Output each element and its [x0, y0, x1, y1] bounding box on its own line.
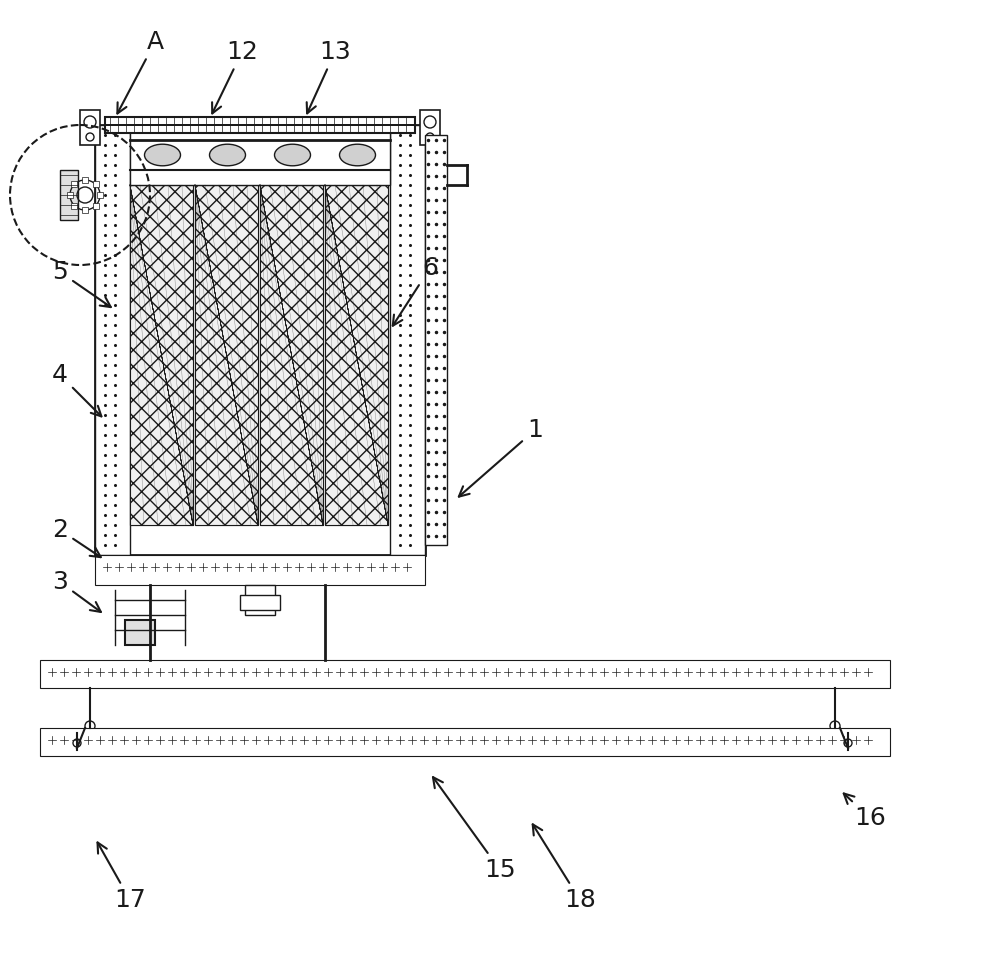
Bar [390, 125, 425, 555]
Bar [97, 192, 103, 198]
Text: 16: 16 [844, 793, 886, 830]
Bar [67, 192, 73, 198]
Bar [130, 185, 193, 525]
Bar [82, 207, 88, 213]
Text: 2: 2 [52, 518, 101, 557]
Bar [82, 177, 88, 183]
Text: 1: 1 [459, 418, 543, 497]
Bar [93, 202, 99, 209]
Bar [130, 125, 390, 185]
Text: 17: 17 [98, 843, 146, 912]
Ellipse shape [144, 144, 180, 166]
Bar [260, 185, 323, 525]
Bar [325, 185, 388, 525]
Ellipse shape [274, 144, 310, 166]
Bar [71, 182, 77, 188]
Bar [420, 110, 440, 145]
Bar [130, 185, 193, 525]
Bar [80, 110, 100, 145]
Bar [105, 117, 415, 133]
Bar [40, 660, 890, 688]
Text: 5: 5 [52, 260, 111, 307]
Bar [125, 620, 155, 645]
Bar [95, 125, 425, 555]
Bar [425, 135, 447, 545]
Text: 12: 12 [212, 40, 258, 114]
Text: 6: 6 [393, 256, 438, 326]
Bar [195, 185, 258, 525]
Text: 18: 18 [533, 824, 596, 912]
Bar [195, 185, 258, 525]
Bar [260, 185, 323, 525]
Bar [240, 595, 280, 610]
Text: 13: 13 [307, 40, 351, 114]
Bar [95, 555, 425, 585]
Bar [60, 170, 78, 220]
Bar [325, 185, 388, 525]
Bar [40, 728, 890, 756]
Bar [93, 182, 99, 188]
Bar [245, 585, 275, 615]
Text: 15: 15 [433, 778, 516, 882]
Text: 4: 4 [52, 363, 101, 416]
Ellipse shape [340, 144, 376, 166]
Ellipse shape [210, 144, 246, 166]
Bar [95, 125, 130, 555]
Bar [71, 202, 77, 209]
Text: 3: 3 [52, 570, 101, 612]
Text: A: A [117, 30, 164, 114]
